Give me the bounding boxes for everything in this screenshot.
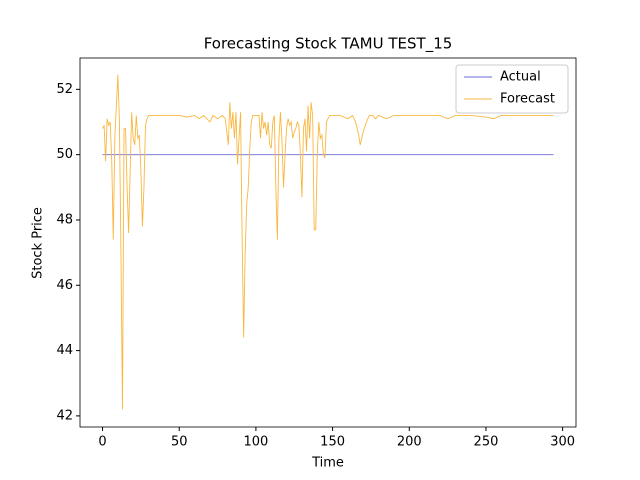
chart-title: Forecasting Stock TAMU TEST_15 [204,35,453,54]
series-line [102,74,554,410]
y-tick-label: 44 [56,343,73,358]
x-tick-label: 50 [171,435,188,450]
x-tick-label: 300 [550,435,575,450]
legend-label: Actual [500,70,541,85]
y-tick-label: 46 [56,278,73,293]
y-tick-label: 52 [56,82,73,97]
y-tick-label: 48 [56,212,73,227]
legend-label: Forecast [500,92,555,107]
axes-frame [79,57,577,428]
x-tick-label: 250 [474,435,499,450]
y-axis-label: Stock Price [31,207,46,279]
x-tick-label: 100 [244,435,269,450]
y-tick-label: 42 [56,408,73,423]
x-tick-label: 150 [320,435,345,450]
y-tick-label: 50 [56,147,73,162]
x-tick-label: 0 [98,435,106,450]
x-tick-label: 200 [397,435,422,450]
x-axis-label: Time [311,456,344,471]
